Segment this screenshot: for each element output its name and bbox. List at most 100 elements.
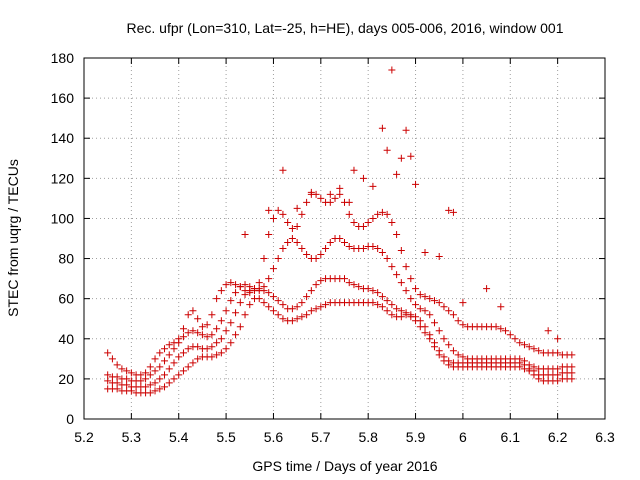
- data-point: [483, 285, 491, 293]
- data-point: [241, 281, 249, 289]
- y-tick-label: 60: [58, 291, 74, 307]
- data-point: [393, 271, 401, 279]
- data-point: [530, 345, 538, 353]
- data-point: [383, 255, 391, 263]
- data-point: [189, 327, 197, 335]
- data-point: [217, 317, 225, 325]
- data-point: [397, 279, 405, 287]
- x-tick-label: 6.2: [548, 429, 568, 445]
- data-point: [317, 251, 325, 259]
- data-point: [412, 285, 420, 293]
- data-point: [492, 323, 500, 331]
- data-point: [241, 311, 249, 319]
- data-point: [255, 279, 263, 287]
- data-point: [217, 287, 225, 295]
- data-point: [232, 309, 240, 317]
- data-point: [378, 249, 386, 257]
- x-tick-label: 6: [459, 429, 467, 445]
- data-point: [198, 331, 206, 339]
- x-tick-label: 5.5: [216, 429, 236, 445]
- data-point: [355, 283, 363, 291]
- data-point: [213, 325, 221, 333]
- data-point: [383, 146, 391, 154]
- data-point: [298, 245, 306, 253]
- data-point: [137, 371, 145, 379]
- data-point: [269, 214, 277, 222]
- data-point: [179, 333, 187, 341]
- data-point: [269, 307, 277, 315]
- data-point: [232, 289, 240, 297]
- data-point: [251, 287, 259, 295]
- data-point: [364, 285, 372, 293]
- data-point: [142, 383, 150, 391]
- data-point: [312, 281, 320, 289]
- data-point: [165, 365, 173, 373]
- data-point: [208, 353, 216, 361]
- data-point: [383, 307, 391, 315]
- data-point: [213, 351, 221, 359]
- data-point: [430, 319, 438, 327]
- data-point: [317, 194, 325, 202]
- x-tick-label: 5.4: [169, 429, 189, 445]
- data-point: [104, 377, 112, 385]
- data-point: [194, 355, 202, 363]
- data-point: [435, 253, 443, 261]
- data-point: [265, 303, 273, 311]
- data-point: [203, 345, 211, 353]
- data-point: [506, 331, 514, 339]
- data-point: [284, 239, 292, 247]
- data-point: [454, 317, 462, 325]
- data-point: [288, 305, 296, 313]
- data-point: [113, 361, 121, 369]
- data-point: [331, 194, 339, 202]
- axis-ticks: 5.2 5.3 5.4 5.5 5.6 5.7 5.8 5.9 6 6.1 6.2 6.3 0 20 40 6…: [51, 50, 615, 445]
- data-point: [449, 208, 457, 216]
- data-point: [345, 198, 353, 206]
- data-point: [426, 331, 434, 339]
- data-point: [284, 218, 292, 226]
- data-point: [170, 339, 178, 347]
- data-point: [146, 381, 154, 389]
- data-point: [554, 335, 562, 343]
- data-point: [213, 295, 221, 303]
- data-point: [388, 66, 396, 74]
- data-point: [421, 249, 429, 257]
- data-point: [520, 357, 528, 365]
- data-point: [416, 291, 424, 299]
- data-point: [213, 339, 221, 347]
- x-axis-title: GPS time / Days of year 2016: [252, 458, 437, 474]
- data-point: [568, 363, 576, 371]
- y-tick-label: 120: [51, 170, 75, 186]
- plot-frame: [83, 57, 606, 420]
- data-point: [146, 371, 154, 379]
- data-point: [236, 299, 244, 307]
- data-point: [118, 365, 126, 373]
- data-points: [104, 66, 576, 397]
- data-point: [568, 351, 576, 359]
- data-point: [416, 317, 424, 325]
- data-point: [388, 263, 396, 271]
- data-point: [142, 369, 150, 377]
- data-point: [568, 369, 576, 377]
- data-point: [326, 239, 334, 247]
- data-point: [544, 327, 552, 335]
- data-point: [402, 126, 410, 134]
- data-point: [175, 371, 183, 379]
- data-point: [165, 351, 173, 359]
- data-point: [402, 287, 410, 295]
- data-point: [303, 251, 311, 259]
- data-point: [378, 208, 386, 216]
- data-point: [364, 218, 372, 226]
- data-point: [123, 367, 131, 375]
- data-point: [350, 281, 358, 289]
- data-point: [435, 299, 443, 307]
- data-point: [554, 349, 562, 357]
- data-point: [222, 307, 230, 315]
- data-point: [397, 154, 405, 162]
- data-point: [303, 311, 311, 319]
- data-point: [359, 174, 367, 182]
- data-point: [374, 210, 382, 218]
- x-tick-label: 5.6: [264, 429, 284, 445]
